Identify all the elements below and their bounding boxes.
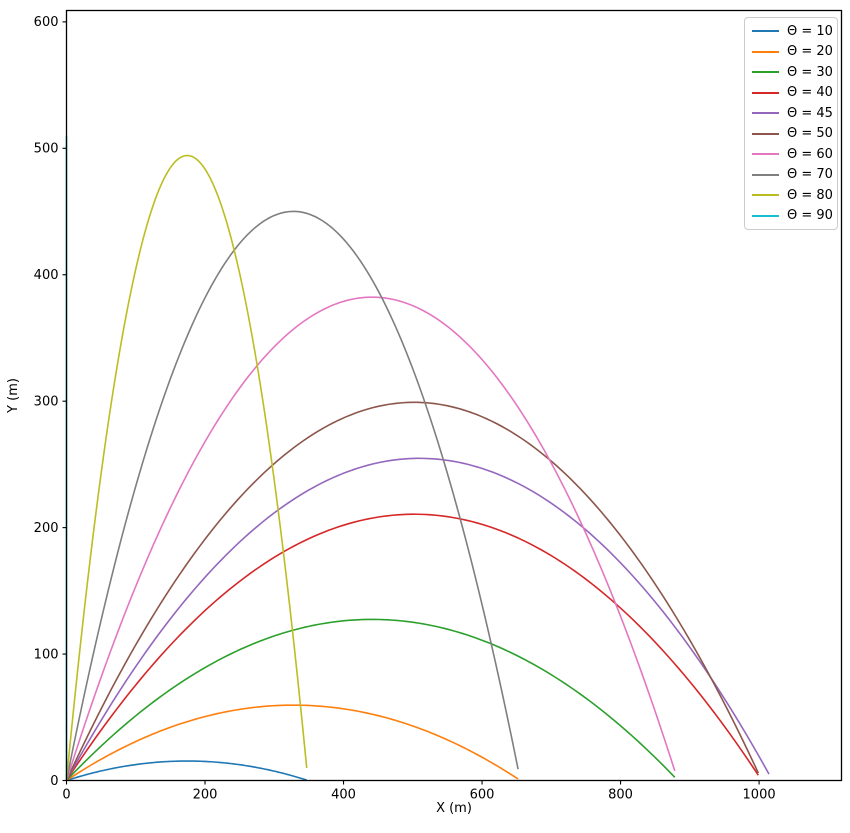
trajectory-curve-theta-45: [65, 457, 770, 781]
legend-line-swatch: [752, 91, 779, 94]
legend-item: Θ = 70: [745, 165, 837, 185]
trajectory-curve-theta-30: [65, 618, 676, 782]
y-tick-label: 100: [34, 647, 59, 662]
legend-label: Θ = 80: [787, 187, 833, 203]
legend: Θ = 10 Θ = 20 Θ = 30 Θ = 40 Θ = 45 Θ = 50 Θ = …: [744, 17, 838, 230]
legend-item: Θ = 50: [745, 124, 837, 144]
trajectory-curve-theta-60: [65, 296, 676, 781]
y-tick-label: 400: [34, 268, 59, 283]
legend-item: Θ = 80: [745, 185, 837, 205]
y-axis-label: Y (m): [6, 378, 21, 414]
trajectory-curve-theta-40: [65, 513, 759, 781]
legend-line-swatch: [752, 132, 779, 135]
legend-line-swatch: [752, 214, 779, 217]
trajectory-curve-theta-80: [65, 154, 308, 781]
legend-label: Θ = 20: [787, 44, 833, 60]
legend-label: Θ = 45: [787, 105, 833, 121]
x-tick-label: 600: [470, 788, 495, 803]
legend-item: Θ = 30: [745, 62, 837, 82]
legend-line-swatch: [752, 153, 779, 156]
legend-label: Θ = 70: [787, 167, 833, 183]
x-axis-label: X (m): [436, 801, 472, 816]
legend-label: Θ = 60: [787, 146, 833, 162]
x-tick-label: 200: [193, 788, 218, 803]
trajectory-curve-theta-50: [65, 401, 760, 781]
x-tick-label: 0: [62, 788, 70, 803]
legend-item: Θ = 10: [745, 21, 837, 41]
trajectory-curve-theta-70: [65, 210, 519, 781]
legend-line-swatch: [752, 71, 779, 74]
trajectory-curve-theta-10: [66, 760, 307, 782]
legend-item: Θ = 60: [745, 144, 837, 164]
legend-line-swatch: [752, 50, 779, 53]
legend-item: Θ = 20: [745, 42, 837, 62]
x-tick-label: 400: [331, 788, 356, 803]
y-tick-label: 300: [34, 394, 59, 409]
y-tick-label: 600: [34, 15, 59, 30]
legend-label: Θ = 40: [787, 85, 833, 101]
y-tick-label: 0: [50, 774, 58, 789]
legend-item: Θ = 90: [745, 206, 837, 226]
legend-line-swatch: [752, 173, 779, 176]
legend-label: Θ = 50: [787, 126, 833, 142]
legend-item: Θ = 45: [745, 103, 837, 123]
legend-label: Θ = 30: [787, 64, 833, 80]
legend-line-swatch: [752, 30, 779, 33]
x-tick-label: 800: [608, 788, 633, 803]
legend-line-swatch: [752, 194, 779, 197]
x-tick-label: 1000: [743, 788, 776, 803]
plot-frame: [65, 9, 843, 782]
y-tick-label: 200: [34, 521, 59, 536]
y-tick-label: 500: [34, 142, 59, 157]
trajectory-curve-theta-20: [66, 704, 519, 782]
legend-label: Θ = 90: [787, 208, 833, 224]
legend-label: Θ = 10: [787, 23, 833, 39]
legend-item: Θ = 40: [745, 83, 837, 103]
legend-line-swatch: [752, 112, 779, 115]
